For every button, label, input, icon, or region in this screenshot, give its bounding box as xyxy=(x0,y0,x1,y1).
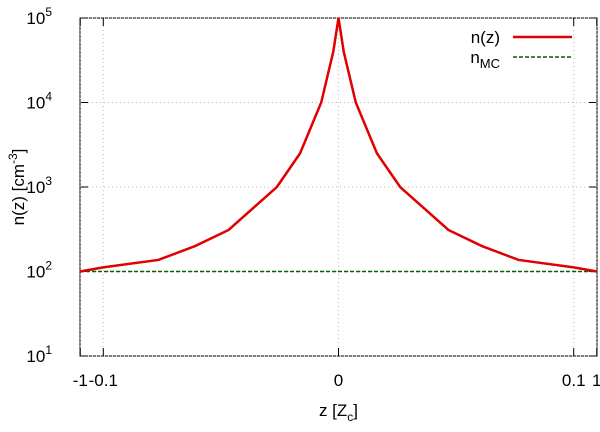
x-tick-label: -0.1 xyxy=(89,371,118,390)
y-tick-base: 10 xyxy=(26,9,45,28)
x-label-part: z [Z xyxy=(319,401,347,420)
y-axis-label: n(z) [cm-3] xyxy=(6,149,28,226)
x-tick-label: 1 xyxy=(592,371,600,390)
data-line xyxy=(79,17,598,273)
y-tick-base: 10 xyxy=(26,263,45,282)
y-tick-exp: 2 xyxy=(45,259,52,273)
y-tick-base: 10 xyxy=(26,94,45,113)
y-label-part: n(z) [cm xyxy=(9,164,28,225)
x-tick-label: 0 xyxy=(334,371,343,390)
y-tick-label: 104 xyxy=(26,90,52,113)
y-tick-base: 10 xyxy=(26,347,45,366)
x-label-part: c xyxy=(347,410,353,424)
legend-label-part: n(z) xyxy=(471,28,500,47)
x-tick-label: 0.1 xyxy=(562,371,586,390)
y-tick-exp: 3 xyxy=(45,174,52,188)
legend-label: n(z) xyxy=(471,28,500,47)
y-tick-label: 102 xyxy=(26,259,52,282)
x-tick-label: -1 xyxy=(73,371,88,390)
y-tick-label: 101 xyxy=(26,343,52,366)
x-label-part: ] xyxy=(353,401,358,420)
legend-label-part: n xyxy=(470,48,479,67)
y-label-part: ] xyxy=(9,149,28,154)
y-tick-base: 10 xyxy=(26,178,45,197)
y-tick-exp: 5 xyxy=(45,5,52,19)
y-tick-exp: 1 xyxy=(45,343,52,357)
legend-label: nMC xyxy=(470,48,500,71)
y-tick-label: 105 xyxy=(26,5,52,28)
y-label-part: -3 xyxy=(6,153,20,164)
legend-label-part: MC xyxy=(480,56,500,71)
y-tick-exp: 4 xyxy=(45,90,52,104)
x-axis-label: z [Zc] xyxy=(319,401,358,424)
y-tick-label: 103 xyxy=(26,174,52,197)
